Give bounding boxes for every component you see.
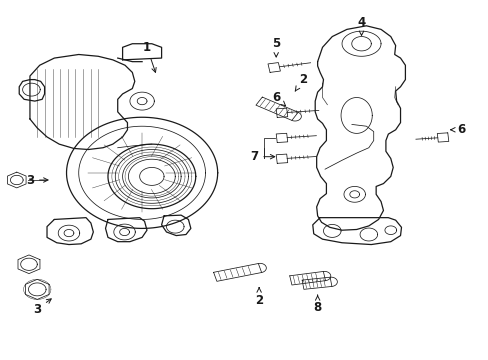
Text: 8: 8 bbox=[313, 295, 321, 314]
Text: 1: 1 bbox=[142, 41, 156, 72]
Text: 6: 6 bbox=[271, 91, 285, 106]
Text: 3: 3 bbox=[26, 174, 48, 186]
Text: 5: 5 bbox=[271, 37, 280, 57]
Text: 2: 2 bbox=[294, 73, 306, 91]
Text: 2: 2 bbox=[255, 288, 263, 307]
Text: 7: 7 bbox=[250, 150, 274, 163]
Text: 4: 4 bbox=[357, 16, 365, 36]
Text: 6: 6 bbox=[450, 123, 465, 136]
Text: 3: 3 bbox=[33, 299, 51, 316]
